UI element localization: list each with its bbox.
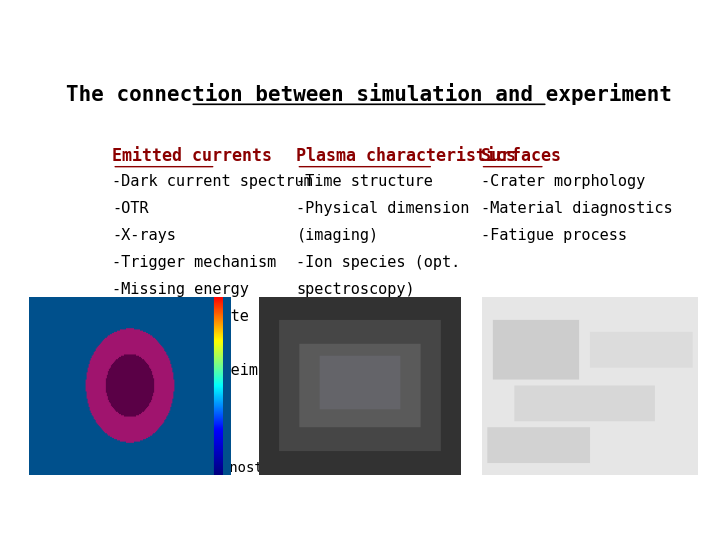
Text: spectroscopy): spectroscopy) (297, 282, 415, 297)
Text: -Ion species (opt.: -Ion species (opt. (297, 255, 461, 270)
Text: -Crater morphology: -Crater morphology (481, 174, 645, 188)
Text: Breakdown diagnostics: Breakdown diagnostics (112, 461, 288, 475)
Text: -Physical dimension: -Physical dimension (297, 201, 470, 216)
Text: Plasma characteristics: Plasma characteristics (297, 147, 516, 165)
Text: (imaging): (imaging) (297, 228, 379, 243)
Text: -X-rays: -X-rays (112, 228, 176, 243)
Text: distribution: distribution (112, 390, 222, 405)
Text: The connection between simulation and experiment: The connection between simulation and ex… (66, 83, 672, 105)
Text: -OTR: -OTR (112, 201, 149, 216)
Text: -Vacuum behaviour: -Vacuum behaviour (297, 336, 451, 351)
Text: -Dark current spectrum: -Dark current spectrum (112, 174, 313, 188)
Text: Jan W. Kovermann: Jan W. Kovermann (492, 461, 626, 475)
Text: -Material diagnostics: -Material diagnostics (481, 201, 672, 216)
Text: -Time structure: -Time structure (297, 174, 433, 188)
Text: -Fatigue process: -Fatigue process (481, 228, 626, 243)
Text: -Fowler-Nordheim: -Fowler-Nordheim (112, 363, 258, 378)
Text: -Missing energy: -Missing energy (112, 282, 249, 297)
Text: Surfaces: Surfaces (481, 147, 561, 165)
Text: Emitted currents: Emitted currents (112, 147, 272, 165)
Text: -Ion currents: -Ion currents (297, 309, 415, 324)
Text: -Trigger mechanism: -Trigger mechanism (112, 255, 276, 270)
Text: -Breakdown rate: -Breakdown rate (112, 309, 249, 324)
Text: -Ion currents: -Ion currents (112, 336, 231, 351)
